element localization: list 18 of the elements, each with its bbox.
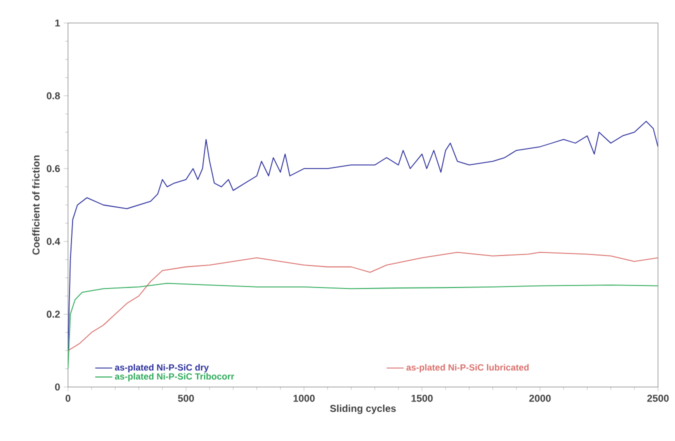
y-tick-label: 0.8 [46,92,60,100]
y-tick-label: 0.6 [46,165,60,172]
x-axis-title: Sliding cycles [330,404,396,414]
y-tick-label: 1 [55,20,60,26]
line-series [68,120,658,352]
legend-label: as-plated Ni-P-SiC Tribocorr [114,373,234,382]
y-tick-label: 0.2 [46,310,60,318]
y-tick-label: 0.4 [46,238,60,245]
x-tick-label: 2500 [647,394,669,402]
x-tick-label: 2000 [529,394,551,402]
y-tick-label: 0 [55,383,60,391]
x-tick-label: 1500 [412,394,433,402]
x-tick-label: 500 [178,394,194,402]
x-tick-label: 0 [66,394,70,402]
legend-label: as-plated Ni-P-SiC dry [114,364,209,372]
legend-label: as-plated Ni-P-SiC lubricated [406,364,529,372]
x-tick-label: 1000 [294,394,315,402]
y-axis-title: Coefficient of friction [32,156,40,255]
